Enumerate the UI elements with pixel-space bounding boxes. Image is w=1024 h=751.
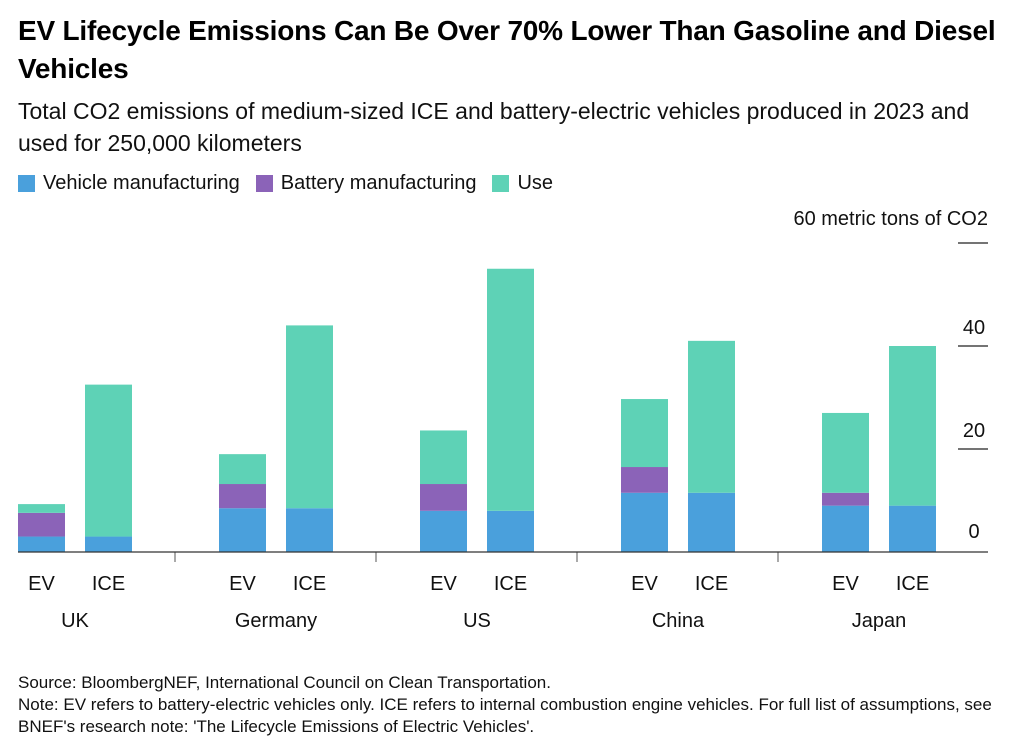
legend-label-battery-manufacturing: Battery manufacturing bbox=[280, 172, 477, 194]
y-tick-label-40: 40 bbox=[963, 317, 985, 339]
group-label-uk: UK bbox=[61, 610, 89, 632]
legend-label-vehicle-manufacturing: Vehicle manufacturing bbox=[43, 172, 240, 194]
bar-label-germany-ev: EV bbox=[229, 573, 256, 595]
bar-japan-ev-use bbox=[822, 412, 869, 493]
bar-us-ice-use bbox=[487, 268, 534, 511]
bar-germany-ev-battery-manufacturing bbox=[219, 484, 266, 509]
bar-label-us-ice: ICE bbox=[494, 573, 527, 595]
bar-germany-ev-use bbox=[219, 454, 266, 485]
bar-japan-ice-vehicle-manufacturing bbox=[889, 505, 936, 552]
legend-item-use: Use bbox=[492, 172, 553, 195]
group-label-china: China bbox=[652, 610, 705, 632]
bar-label-us-ev: EV bbox=[430, 573, 457, 595]
group-label-us: US bbox=[463, 610, 491, 632]
legend: Vehicle manufacturing Battery manufactur… bbox=[18, 172, 569, 195]
bar-germany-ice-vehicle-manufacturing bbox=[286, 508, 333, 552]
bar-uk-ice-vehicle-manufacturing bbox=[85, 536, 132, 552]
bar-uk-ice-use bbox=[85, 384, 132, 537]
bar-germany-ev-vehicle-manufacturing bbox=[219, 508, 266, 552]
group-label-japan: Japan bbox=[852, 610, 907, 632]
legend-swatch-battery-manufacturing bbox=[255, 175, 273, 192]
bar-uk-ev-vehicle-manufacturing bbox=[18, 536, 65, 552]
bar-china-ev-vehicle-manufacturing bbox=[621, 492, 668, 552]
bar-us-ice-vehicle-manufacturing bbox=[487, 510, 534, 552]
bar-label-germany-ice: ICE bbox=[293, 573, 326, 595]
bar-label-china-ice: ICE bbox=[695, 573, 728, 595]
y-tick-label-20: 20 bbox=[963, 420, 985, 442]
legend-item-battery-manufacturing: Battery manufacturing bbox=[255, 172, 477, 195]
bar-us-ev-battery-manufacturing bbox=[420, 484, 467, 511]
legend-swatch-use bbox=[492, 175, 510, 192]
bar-label-japan-ice: ICE bbox=[896, 573, 929, 595]
group-label-germany: Germany bbox=[235, 610, 317, 632]
legend-label-use: Use bbox=[517, 172, 554, 194]
bar-japan-ev-battery-manufacturing bbox=[822, 492, 869, 506]
bar-china-ice-vehicle-manufacturing bbox=[688, 492, 735, 552]
source-note: Source: BloombergNEF, International Coun… bbox=[18, 673, 551, 692]
legend-swatch-vehicle-manufacturing bbox=[18, 175, 35, 192]
bar-uk-ev-battery-manufacturing bbox=[18, 512, 65, 537]
bar-germany-ice-use bbox=[286, 325, 333, 509]
bar-china-ice-use bbox=[688, 340, 735, 493]
bar-us-ev-use bbox=[420, 430, 467, 485]
y-axis-unit-label: 60 metric tons of CO2 bbox=[793, 208, 988, 230]
y-tick-label-0: 0 bbox=[968, 521, 979, 543]
legend-item-vehicle-manufacturing: Vehicle manufacturing bbox=[18, 172, 240, 195]
bar-label-china-ev: EV bbox=[631, 573, 658, 595]
bar-us-ev-vehicle-manufacturing bbox=[420, 510, 467, 552]
bar-label-uk-ice: ICE bbox=[92, 573, 125, 595]
bar-japan-ev-vehicle-manufacturing bbox=[822, 505, 869, 552]
bar-label-japan-ev: EV bbox=[832, 573, 859, 595]
chart-title: EV Lifecycle Emissions Can Be Over 70% L… bbox=[18, 15, 996, 84]
bar-china-ev-use bbox=[621, 399, 668, 468]
bar-japan-ice-use bbox=[889, 346, 936, 506]
footnote: Note: EV refers to battery-electric vehi… bbox=[18, 695, 992, 736]
bar-label-uk-ev: EV bbox=[28, 573, 55, 595]
chart-subtitle: Total CO2 emissions of medium-sized ICE … bbox=[18, 98, 970, 156]
footer: Source: BloombergNEF, International Coun… bbox=[18, 672, 1008, 738]
bar-uk-ev-use bbox=[18, 504, 65, 513]
bar-china-ev-battery-manufacturing bbox=[621, 467, 668, 493]
